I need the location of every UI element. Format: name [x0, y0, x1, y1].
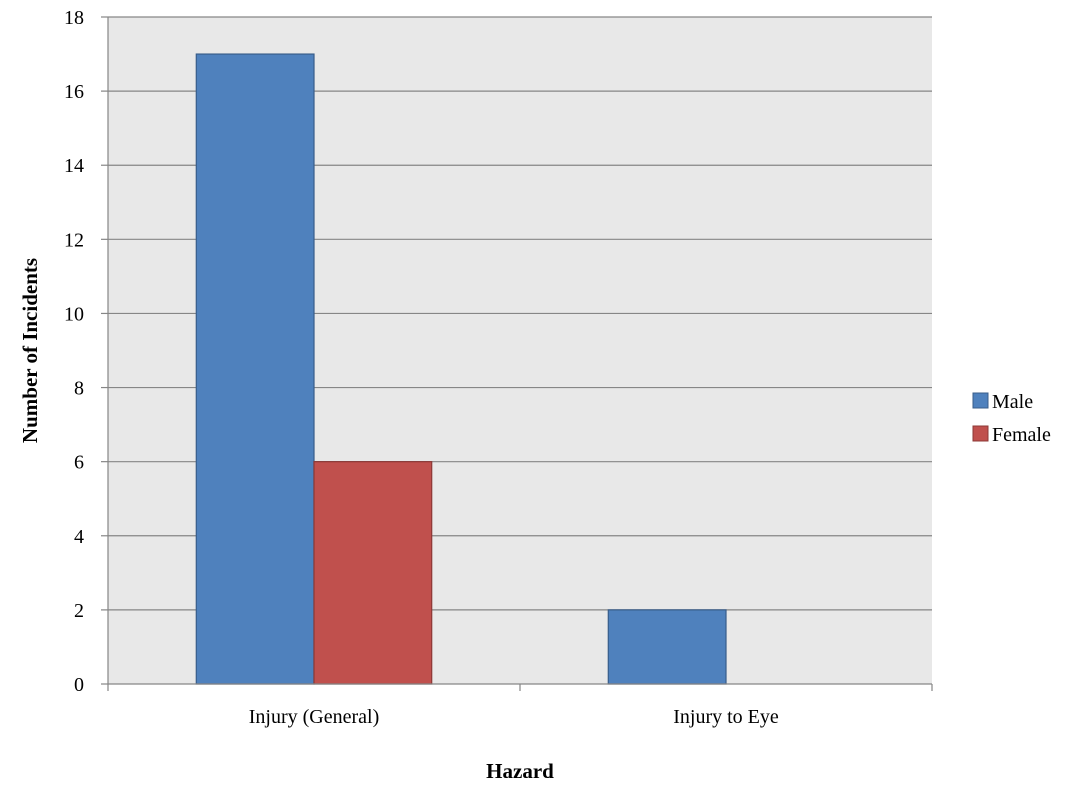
y-tick-label: 6 — [74, 452, 84, 474]
axes — [101, 16, 933, 691]
y-tick-label: 10 — [64, 303, 84, 325]
y-tick-label: 2 — [74, 600, 84, 622]
y-axis-title: Number of Incidents — [18, 258, 42, 443]
y-tick-label: 12 — [64, 229, 84, 251]
y-tick-label: 4 — [74, 526, 84, 548]
bars — [195, 53, 727, 685]
bar-male-0 — [195, 53, 315, 685]
legend-swatch-female — [972, 425, 989, 442]
tick-labels: 0 2 4 6 8 10 12 14 16 18 Injury (General) Injury to… — [64, 7, 779, 728]
y-tick-label: 0 — [74, 674, 84, 696]
x-tick-label: Injury to Eye — [673, 706, 779, 728]
bar-female-0 — [313, 461, 433, 685]
x-axis-title: Hazard — [486, 759, 554, 783]
bar-male-1 — [607, 609, 727, 685]
y-tick-label: 14 — [64, 155, 84, 177]
legend-swatch-male — [972, 392, 989, 409]
x-tick-label: Injury (General) — [249, 706, 380, 728]
y-tick-label: 18 — [64, 7, 84, 29]
legend-label-female: Female — [992, 424, 1051, 446]
y-tick-label: 8 — [74, 378, 84, 400]
legend: Male Female — [972, 391, 1051, 446]
y-tick-label: 16 — [64, 81, 84, 103]
legend-label-male: Male — [992, 391, 1033, 413]
